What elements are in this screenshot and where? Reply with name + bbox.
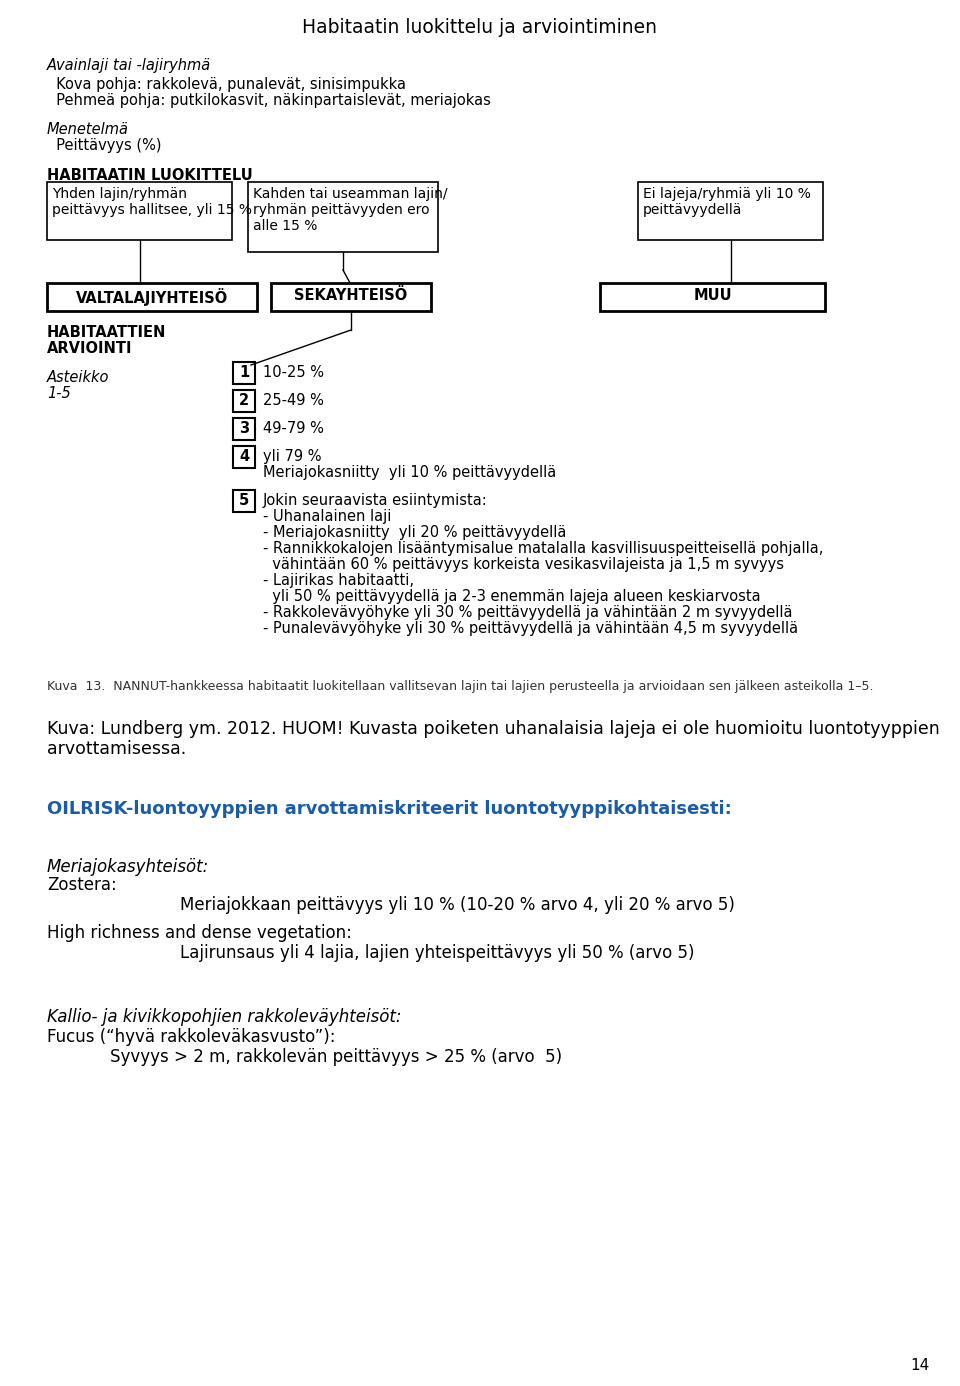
Text: Jokin seuraavista esiintymista:: Jokin seuraavista esiintymista: (263, 493, 488, 509)
Text: Kuva: Lundberg ym. 2012. HUOM! Kuvasta poiketen uhanalaisia lajeja ei ole huomio: Kuva: Lundberg ym. 2012. HUOM! Kuvasta p… (47, 719, 940, 737)
Text: VALTALAJIYHTEISÖ: VALTALAJIYHTEISÖ (76, 288, 228, 306)
Text: Fucus (“hyvä rakkoleväkasvusto”):: Fucus (“hyvä rakkoleväkasvusto”): (47, 1028, 335, 1046)
Text: OILRISK-luontoyyppien arvottamiskriteerit luontotyyppikohtaisesti:: OILRISK-luontoyyppien arvottamiskriteeri… (47, 800, 732, 818)
Text: peittävyydellä: peittävyydellä (643, 202, 742, 218)
Bar (233, 491, 255, 511)
Bar (233, 389, 255, 412)
Text: ryhmän peittävyyden ero: ryhmän peittävyyden ero (253, 202, 430, 218)
Text: yli 50 % peittävyydellä ja 2-3 enemmän lajeja alueen keskiarvosta: yli 50 % peittävyydellä ja 2-3 enemmän l… (263, 589, 760, 604)
Text: - Uhanalainen laji: - Uhanalainen laji (263, 509, 392, 524)
Text: 49-79 %: 49-79 % (263, 421, 324, 437)
Text: Meriajokkaan peittävyys yli 10 % (10-20 % arvo 4, yli 20 % arvo 5): Meriajokkaan peittävyys yli 10 % (10-20 … (180, 895, 734, 913)
Bar (271, 283, 431, 310)
Bar (47, 283, 257, 310)
Text: - Punalevävyöhyke yli 30 % peittävyydellä ja vähintään 4,5 m syvyydellä: - Punalevävyöhyke yli 30 % peittävyydell… (263, 621, 798, 636)
Text: 1-5: 1-5 (47, 385, 71, 401)
Text: Lajirunsaus yli 4 lajia, lajien yhteispeittävyys yli 50 % (arvo 5): Lajirunsaus yli 4 lajia, lajien yhteispe… (180, 944, 694, 962)
Text: vähintään 60 % peittävyys korkeista vesikasvilajeista ja 1,5 m syvyys: vähintään 60 % peittävyys korkeista vesi… (263, 557, 784, 572)
Text: - Rannikkokalojen lisääntymisalue matalalla kasvillisuuspeitteisellä pohjalla,: - Rannikkokalojen lisääntymisalue matala… (263, 541, 824, 556)
Text: Meriajokasyhteisöt:: Meriajokasyhteisöt: (47, 858, 209, 876)
Text: Kuva  13.  NANNUT-hankkeessa habitaatit luokitellaan vallitsevan lajin tai lajie: Kuva 13. NANNUT-hankkeessa habitaatit lu… (47, 681, 874, 693)
Text: Yhden lajin/ryhmän: Yhden lajin/ryhmän (52, 187, 187, 201)
Text: Meriajokasniitty  yli 10 % peittävyydellä: Meriajokasniitty yli 10 % peittävyydellä (263, 464, 556, 480)
Text: arvottamisessa.: arvottamisessa. (47, 740, 186, 758)
Text: 1: 1 (239, 365, 250, 380)
Bar (248, 182, 438, 252)
Text: MUU: MUU (693, 288, 732, 304)
Text: - Meriajokasniitty  yli 20 % peittävyydellä: - Meriajokasniitty yli 20 % peittävyydel… (263, 525, 566, 541)
Text: Asteikko: Asteikko (47, 370, 109, 385)
Bar (233, 362, 255, 384)
Text: 2: 2 (239, 394, 249, 407)
Text: peittävyys hallitsee, yli 15 %: peittävyys hallitsee, yli 15 % (52, 202, 252, 218)
Bar (233, 446, 255, 468)
Text: Kova pohja: rakkolevä, punalevät, sinisimpukka: Kova pohja: rakkolevä, punalevät, sinisi… (47, 78, 406, 91)
Bar (600, 283, 825, 310)
Text: Ei lajeja/ryhmiä yli 10 %: Ei lajeja/ryhmiä yli 10 % (643, 187, 811, 201)
Text: ARVIOINTI: ARVIOINTI (47, 341, 132, 356)
Text: 14: 14 (911, 1358, 930, 1374)
Text: HABITAATTIEN: HABITAATTIEN (47, 324, 166, 340)
Text: Pehmeä pohja: putkilokasvit, näkinpartaislevät, meriajokas: Pehmeä pohja: putkilokasvit, näkinpartai… (47, 93, 491, 108)
Text: Kallio- ja kivikkopohjien rakkoleväyhteisöt:: Kallio- ja kivikkopohjien rakkoleväyhtei… (47, 1008, 401, 1026)
Bar (638, 182, 823, 240)
Text: 4: 4 (239, 449, 249, 464)
Text: - Lajirikas habitaatti,: - Lajirikas habitaatti, (263, 572, 414, 588)
Text: - Rakkolevävyöhyke yli 30 % peittävyydellä ja vähintään 2 m syvyydellä: - Rakkolevävyöhyke yli 30 % peittävyydel… (263, 606, 793, 620)
Text: Avainlaji tai -lajiryhmä: Avainlaji tai -lajiryhmä (47, 58, 211, 73)
Text: 25-49 %: 25-49 % (263, 394, 324, 407)
Text: Menetelmä: Menetelmä (47, 122, 129, 137)
Text: 3: 3 (239, 421, 249, 437)
Text: alle 15 %: alle 15 % (253, 219, 318, 233)
Text: Syvyys > 2 m, rakkolevän peittävyys > 25 % (arvo  5): Syvyys > 2 m, rakkolevän peittävyys > 25… (110, 1048, 563, 1066)
Text: 5: 5 (239, 493, 250, 509)
Text: Zostera:: Zostera: (47, 876, 117, 894)
Text: SEKAYHTEISÖ: SEKAYHTEISÖ (295, 288, 408, 304)
Text: yli 79 %: yli 79 % (263, 449, 322, 464)
Bar (233, 419, 255, 439)
Text: Peittävyys (%): Peittävyys (%) (47, 139, 161, 152)
Text: Kahden tai useamman lajin/: Kahden tai useamman lajin/ (253, 187, 447, 201)
Text: High richness and dense vegetation:: High richness and dense vegetation: (47, 924, 352, 942)
Text: HABITAATIN LUOKITTELU: HABITAATIN LUOKITTELU (47, 168, 252, 183)
Text: 10-25 %: 10-25 % (263, 365, 324, 380)
Bar (47, 182, 232, 240)
Text: Habitaatin luokittelu ja arviointiminen: Habitaatin luokittelu ja arviointiminen (302, 18, 658, 37)
